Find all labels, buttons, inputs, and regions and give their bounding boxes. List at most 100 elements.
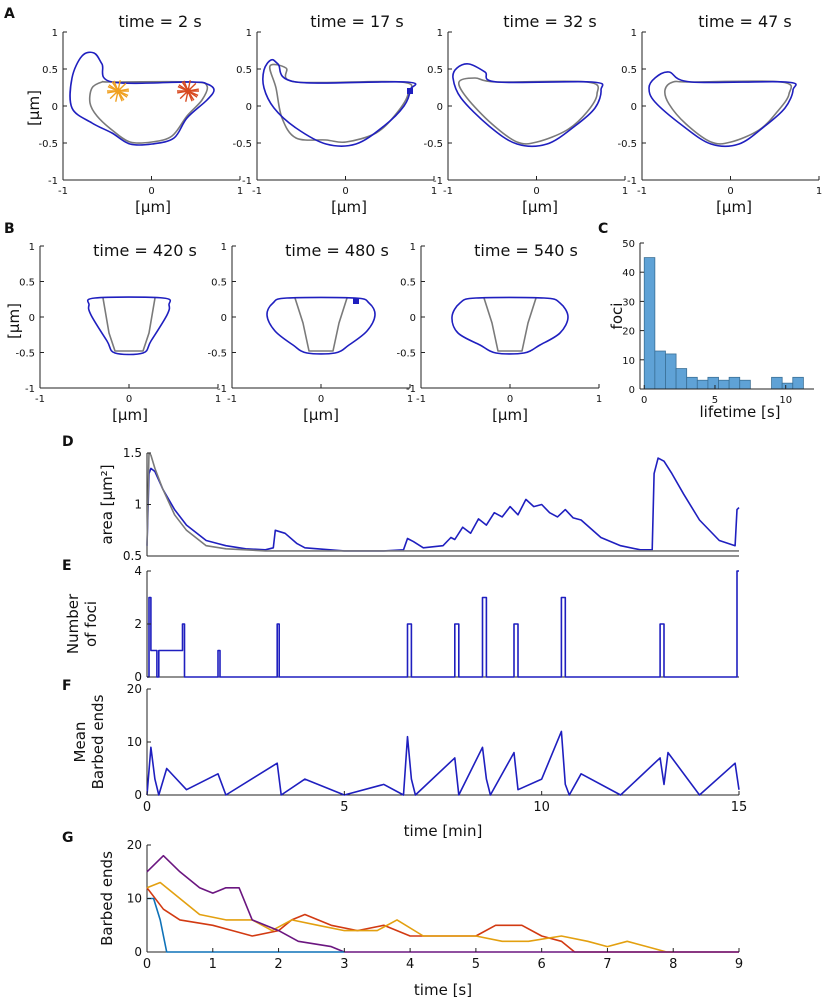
panel-a-cell-2 — [262, 58, 417, 147]
chartE-ytick-label: 2 — [134, 617, 142, 631]
histogram-bar — [781, 382, 794, 390]
c-xtick-label: 0 — [641, 395, 647, 406]
chartF-ytick-label: 20 — [127, 682, 142, 696]
chartF-xlabel: time [min] — [404, 822, 483, 840]
panel-a-time-2: time = 17 s — [310, 12, 404, 31]
panel-a-xtick-label-3: 0 — [533, 186, 539, 197]
c-ytick-label: 40 — [622, 268, 635, 279]
panel-b-ytick-label-2: 0 — [221, 313, 227, 324]
chartF-ylabel: Barbed ends — [89, 694, 107, 789]
chartF-ytick-label: 10 — [127, 735, 142, 749]
panel-a-ytick-label-4: 0.5 — [621, 65, 637, 76]
panel-a-ytick-label-1: 1 — [52, 28, 58, 39]
chartG-xlabel: time [s] — [414, 981, 472, 999]
cell-outline-gray — [664, 80, 793, 145]
panel-a-ytick-label-2: 0 — [246, 102, 252, 113]
c-xlabel: lifetime [s] — [699, 403, 780, 421]
focus-square — [407, 88, 413, 94]
chartG-series-purple — [146, 854, 739, 953]
chartG-xtick-label: 2 — [274, 957, 282, 972]
panel-a-ytick-label-3: -0.5 — [423, 139, 443, 150]
chartG-ytick-label: 20 — [127, 838, 142, 852]
histogram-bar — [718, 379, 730, 390]
panel-b-time-2: time = 480 s — [285, 241, 389, 260]
chartD-series-area-smooth- — [146, 452, 739, 552]
panel-a-time-1: time = 2 s — [118, 12, 201, 31]
c-ytick-label: 50 — [622, 239, 635, 250]
chartG-ytick-label: 0 — [134, 945, 142, 959]
c-ytick-label: 10 — [622, 356, 635, 367]
cell-outline-gray — [88, 80, 209, 144]
histogram-bar — [665, 353, 677, 390]
panel-b-xlabel-1: [μm] — [112, 406, 148, 424]
panel-a-ytick-label-1: -1 — [48, 176, 58, 187]
panel-b-xtick-label-1: -1 — [35, 394, 45, 405]
panel-a-xlabel-3: [μm] — [522, 198, 558, 216]
panel-a-cell-4 — [648, 71, 797, 148]
panel-b-xtick-label-3: 0 — [507, 394, 513, 405]
panel-b-ytick-label-2: -1 — [217, 384, 227, 395]
chartG-ylabel: Barbed ends — [98, 851, 116, 946]
panel-d-area-plot: 0.5 1 1.5 area [μm²] — [98, 446, 740, 563]
panel-a-ytick-label-1: 0.5 — [42, 65, 58, 76]
panel-b-cell-shapes: -1-0.500.51-1 0 1-1-0.500.51-1 0 1-1-0.500.5… — [15, 242, 602, 405]
histogram-bar — [728, 376, 741, 390]
panel-a-xtick-label-2: -1 — [252, 186, 262, 197]
panel-a-xtick-label-4: 0 — [727, 186, 733, 197]
histogram-bar — [739, 379, 751, 390]
panel-label-c: C — [598, 221, 608, 237]
cell-outline-gray — [294, 297, 348, 352]
chartF-xtick-label: 5 — [340, 800, 348, 815]
panel-label-f: F — [62, 678, 72, 694]
panel-b-xtick-label-2: 0 — [318, 394, 324, 405]
chartG-series-teal — [147, 897, 345, 953]
panel-b-xtick-label-2: 1 — [407, 394, 413, 405]
chartF-series-barbed-ends — [146, 730, 740, 796]
histogram-bar — [771, 376, 783, 390]
panel-label-g: G — [62, 830, 74, 846]
panel-b-ylabel: [μm] — [5, 303, 23, 339]
chartG-xtick-label: 4 — [406, 957, 414, 972]
chartF-xtick-label: 15 — [731, 800, 748, 815]
panel-b-ytick-label-1: 0.5 — [19, 278, 35, 289]
focus-center — [185, 88, 191, 94]
chartE-series-foci — [147, 570, 739, 678]
chartG-xtick-label: 6 — [538, 957, 546, 972]
chartF-ylabel: Mean — [71, 722, 89, 763]
chartF-ytick-label: 0 — [134, 788, 142, 802]
chartD-ytick-label: 1 — [134, 498, 142, 512]
panel-a-ytick-label-3: 1 — [437, 28, 443, 39]
panel-a-ytick-label-2: 0.5 — [236, 65, 252, 76]
chartE-ylabel: Number — [64, 593, 82, 654]
chartE-ytick-label: 4 — [134, 564, 142, 578]
chartF-xtick-label: 0 — [143, 800, 151, 815]
panel-a-ytick-label-3: -1 — [433, 176, 443, 187]
c-ytick-label: 0 — [629, 385, 635, 396]
chartD-ytick-label: 0.5 — [123, 549, 142, 563]
histogram-bar — [792, 376, 804, 390]
panel-a-xtick-label-3: 1 — [622, 186, 628, 197]
panel-a-time-3: time = 32 s — [503, 12, 597, 31]
cell-outline-blue — [451, 296, 569, 355]
cell-outline-blue — [266, 296, 376, 355]
chartF-xtick-label: 10 — [533, 800, 550, 815]
panel-label-d: D — [62, 434, 74, 450]
panel-b-xlabel-3: [μm] — [492, 406, 528, 424]
cell-outline-gray — [483, 297, 537, 352]
panel-a-ytick-label-3: 0.5 — [427, 65, 443, 76]
panel-label-b: B — [4, 221, 15, 237]
histogram-bar — [696, 379, 709, 390]
panel-b-ytick-label-1: 0 — [29, 313, 35, 324]
panel-b-ytick-label-3: 1 — [410, 242, 416, 253]
histogram-bar — [686, 376, 698, 390]
panel-e-foci-plot: 0 2 4 Number of foci — [64, 564, 739, 684]
histogram-bar — [707, 376, 719, 390]
panel-a-ylabel: [μm] — [25, 90, 43, 126]
panel-b-ytick-label-1: 1 — [29, 242, 35, 253]
panel-b-cell-3 — [451, 296, 569, 355]
cell-outline-blue — [648, 71, 797, 148]
histogram-bar — [675, 368, 688, 390]
chartG-xtick-label: 8 — [669, 957, 677, 972]
c-xtick-label: 5 — [712, 395, 718, 406]
